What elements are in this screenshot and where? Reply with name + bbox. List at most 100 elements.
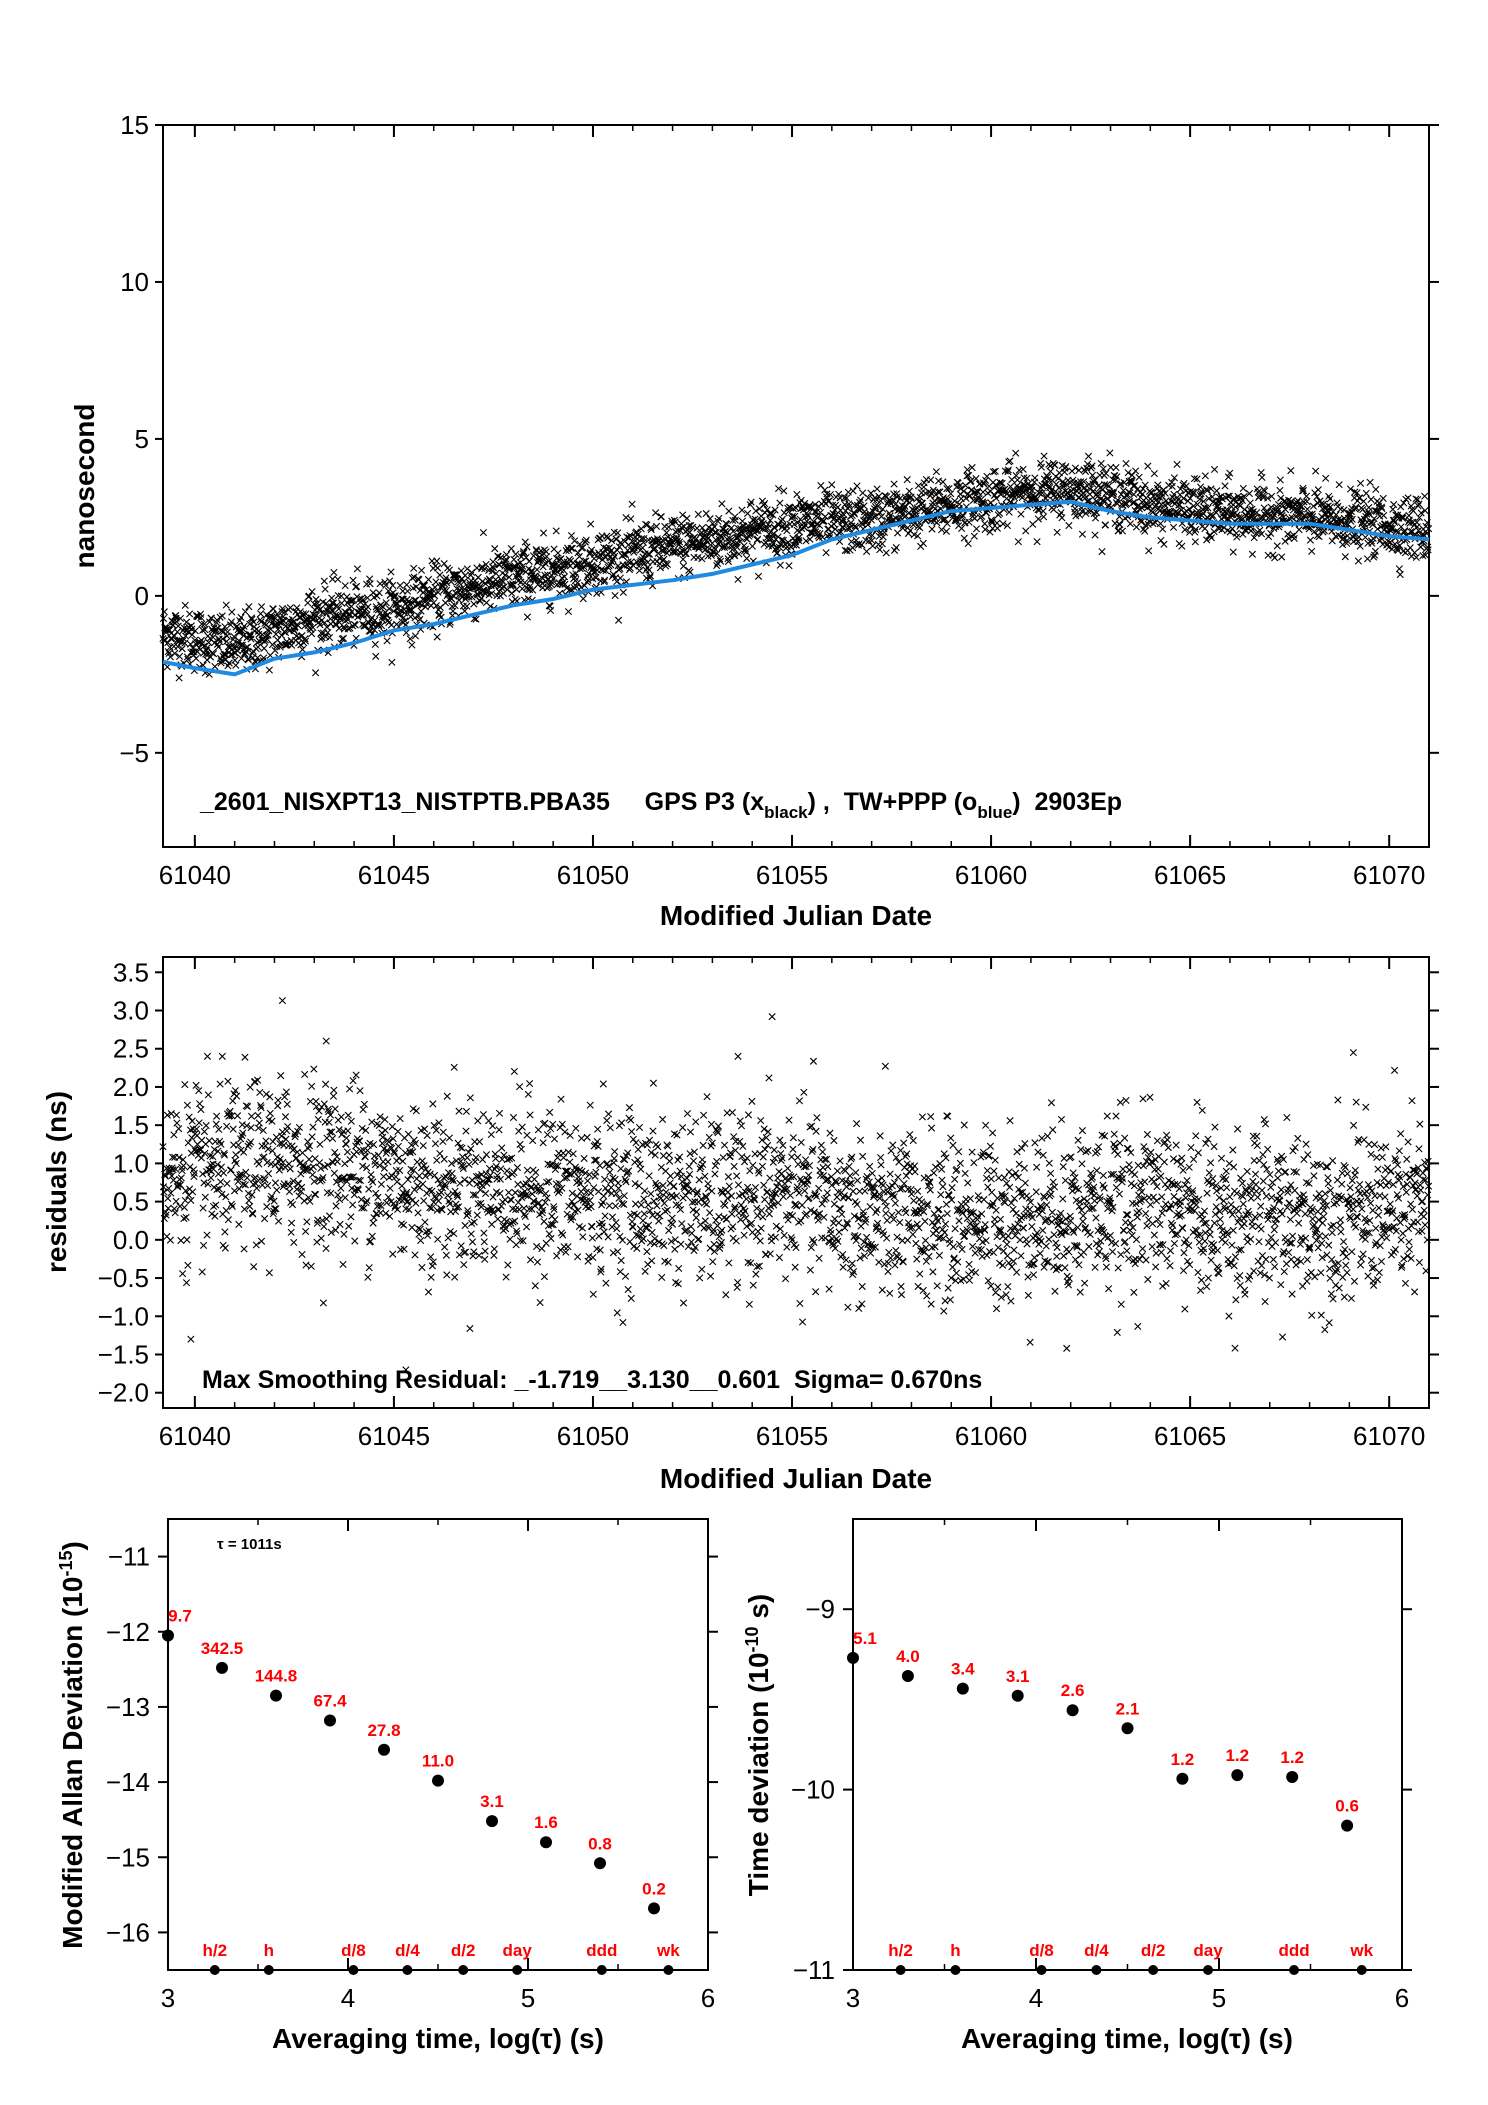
residual-point <box>290 1238 298 1247</box>
gps-p3-point <box>1191 528 1199 536</box>
residual-point <box>487 1130 495 1139</box>
gps-p3-point <box>806 535 814 543</box>
axis-ticks: 61040 61045 61050 61055 61060 61065 610703.53.… <box>98 957 1439 1451</box>
gps-p3-point <box>1038 489 1046 497</box>
residual-point <box>203 1231 211 1239</box>
gps-p3-point <box>1200 497 1208 505</box>
gps-p3-point <box>1012 471 1020 480</box>
gps-p3-point <box>308 630 316 638</box>
gps-p3-point <box>1362 489 1370 497</box>
gps-p3-point <box>278 604 287 613</box>
residual-point <box>339 1260 347 1269</box>
gps-p3-point <box>461 607 469 615</box>
gps-p3-point <box>776 499 784 507</box>
gps-p3-point <box>1004 466 1012 474</box>
gps-p3-point <box>675 540 683 549</box>
gps-p3-point <box>1352 503 1360 511</box>
residual-point <box>240 1245 248 1253</box>
residual-point <box>505 1188 513 1197</box>
residual-point <box>647 1190 655 1198</box>
gps-p3-point <box>1063 480 1071 489</box>
residual-point <box>172 1197 180 1205</box>
gps-p3-point <box>201 626 209 634</box>
residual-point <box>765 1210 773 1218</box>
gps-p3-point <box>1105 482 1113 490</box>
residual-point <box>882 1209 890 1218</box>
gps-p3-point <box>801 521 809 529</box>
gps-p3-point <box>492 569 500 578</box>
gps-p3-point <box>882 549 890 557</box>
gps-p3-point <box>1178 542 1186 550</box>
residual-point <box>823 1189 831 1197</box>
residual-point <box>224 1216 232 1224</box>
x-tick-label: 61065 <box>1154 860 1226 890</box>
gps-p3-point <box>1412 553 1420 562</box>
gps-p3-point <box>929 486 937 494</box>
residual-point <box>161 1170 169 1179</box>
residual-point <box>736 1117 744 1125</box>
residual-point <box>475 1138 484 1146</box>
residual-point <box>649 1127 657 1135</box>
gps-p3-point <box>872 512 880 520</box>
residual-point <box>595 1232 603 1240</box>
gps-p3-point <box>1417 543 1425 551</box>
residual-point <box>580 1154 588 1163</box>
residual-point <box>172 1111 181 1119</box>
gps-p3-point <box>943 519 951 528</box>
residual-point <box>564 1243 572 1251</box>
residual-point <box>866 1203 874 1211</box>
gps-p3-point <box>1337 518 1345 526</box>
gps-p3-point <box>1097 459 1105 468</box>
residual-point <box>717 1238 726 1247</box>
residual-point <box>930 1169 938 1177</box>
gps-p3-point <box>286 604 294 612</box>
gps-p3-point <box>1052 480 1060 488</box>
residual-point <box>395 1154 403 1162</box>
gps-p3-point <box>434 564 442 572</box>
gps-p3-point <box>433 557 441 565</box>
residual-point <box>759 1213 767 1221</box>
gps-p3-point <box>1188 510 1196 518</box>
gps-p3-point <box>1109 476 1117 484</box>
residual-point <box>160 1188 168 1196</box>
residual-point <box>523 1131 531 1139</box>
gps-p3-point <box>310 615 318 623</box>
gps-p3-point <box>1300 498 1308 506</box>
gps-p3-point <box>587 520 595 528</box>
residual-point <box>959 1275 967 1283</box>
residual-point <box>375 1121 383 1130</box>
residual-point <box>269 1137 277 1146</box>
residual-point <box>274 1096 282 1104</box>
gps-p3-point <box>958 524 966 533</box>
residual-point <box>470 1218 478 1226</box>
gps-p3-point <box>457 592 465 600</box>
x-tick-label: 61050 <box>557 1421 629 1451</box>
gps-p3-point <box>791 512 799 521</box>
gps-p3-point <box>811 500 819 509</box>
gps-p3-point <box>458 585 466 593</box>
residual-point <box>521 1212 529 1221</box>
gps-p3-point <box>698 524 706 532</box>
y-tick-label: 0.0 <box>113 1225 149 1255</box>
residual-point <box>766 1250 774 1258</box>
residual-point <box>858 1282 866 1291</box>
residual-point <box>912 1239 920 1248</box>
residual-point <box>329 1092 338 1100</box>
gps-p3-point <box>520 548 528 557</box>
residual-point <box>216 1178 225 1186</box>
gps-p3-point <box>230 632 238 641</box>
residual-point <box>744 1111 753 1119</box>
gps-p3-point <box>769 539 777 548</box>
gps-p3-point <box>411 632 420 640</box>
residual-point <box>610 1154 618 1163</box>
gps-p3-point <box>1154 481 1162 489</box>
gps-p3-point <box>377 621 385 630</box>
y-tick-label: 1.0 <box>113 1148 149 1178</box>
gps-p3-point <box>927 490 936 498</box>
gps-p3-point <box>522 553 530 562</box>
residual-point <box>960 1121 968 1129</box>
residual-point <box>184 1261 192 1269</box>
gps-p3-point <box>686 568 694 576</box>
gps-p3-point <box>647 526 655 534</box>
gps-p3-point <box>163 626 171 634</box>
